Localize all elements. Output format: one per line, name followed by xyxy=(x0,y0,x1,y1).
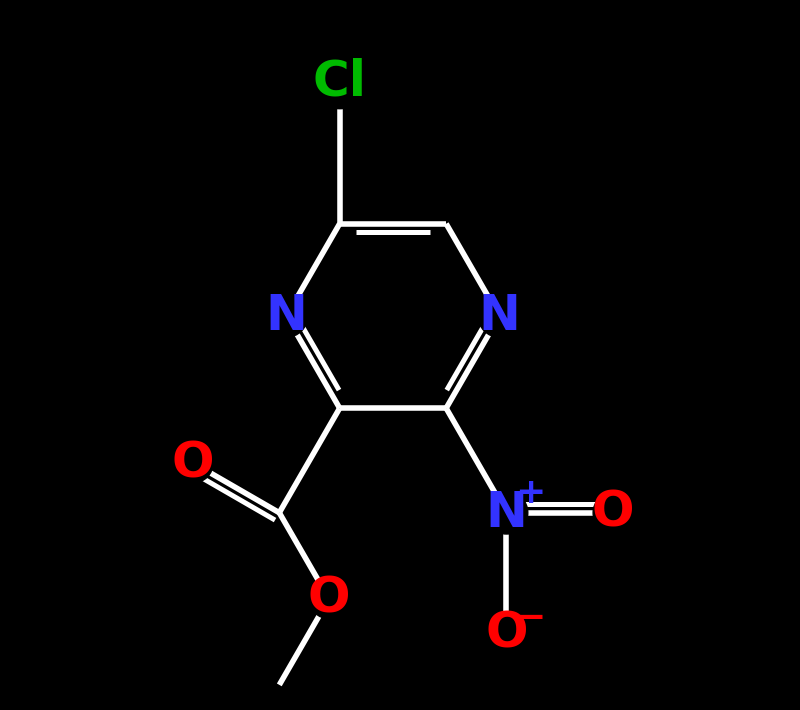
Text: O: O xyxy=(592,488,634,537)
Circle shape xyxy=(313,55,366,109)
Text: Cl: Cl xyxy=(313,58,366,106)
Circle shape xyxy=(485,491,528,534)
Text: O: O xyxy=(172,439,214,487)
Text: O: O xyxy=(308,575,350,623)
Circle shape xyxy=(486,613,526,653)
Circle shape xyxy=(593,493,633,532)
Circle shape xyxy=(309,579,349,618)
Text: N: N xyxy=(266,292,307,340)
Text: −: − xyxy=(515,601,545,635)
Circle shape xyxy=(174,443,213,483)
Circle shape xyxy=(265,295,308,337)
Text: N: N xyxy=(486,488,527,537)
Circle shape xyxy=(478,295,521,337)
Text: O: O xyxy=(486,609,528,657)
Text: N: N xyxy=(478,292,520,340)
Text: +: + xyxy=(514,476,545,510)
